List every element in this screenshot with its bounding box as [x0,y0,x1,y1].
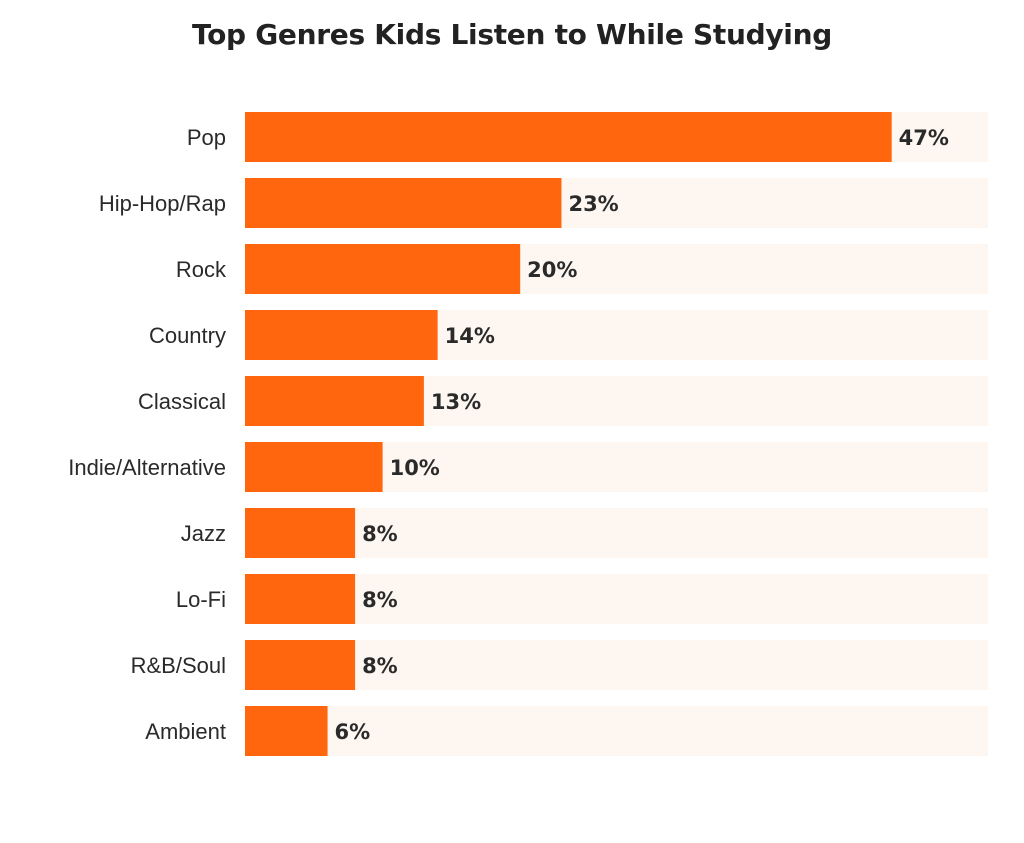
bar [245,442,383,492]
bar [245,310,438,360]
bar-track [245,508,988,558]
bar [245,178,562,228]
bar [245,112,892,162]
chart-title: Top Genres Kids Listen to While Studying [192,18,832,51]
bar [245,376,424,426]
category-label: Lo-Fi [176,587,226,612]
value-label: 14% [445,324,495,348]
category-label: Ambient [145,719,226,744]
value-label: 8% [362,588,398,612]
value-label: 8% [362,654,398,678]
bar-track [245,706,988,756]
category-label: Hip-Hop/Rap [99,191,226,216]
value-label: 10% [390,456,440,480]
bar-track [245,574,988,624]
category-label: Rock [176,257,227,282]
category-label: Classical [138,389,226,414]
bar [245,574,356,624]
category-label: Jazz [181,521,226,546]
category-label: Country [149,323,226,348]
value-label: 20% [527,258,577,282]
value-label: 13% [431,390,481,414]
bar [245,244,521,294]
bar [245,640,356,690]
category-label: Pop [187,125,226,150]
value-label: 6% [335,720,371,744]
value-label: 23% [568,192,618,216]
bar [245,508,356,558]
category-label: Indie/Alternative [68,455,226,480]
value-label: 47% [899,126,949,150]
category-label: R&B/Soul [131,653,226,678]
bar [245,706,328,756]
bar-track [245,640,988,690]
value-label: 8% [362,522,398,546]
